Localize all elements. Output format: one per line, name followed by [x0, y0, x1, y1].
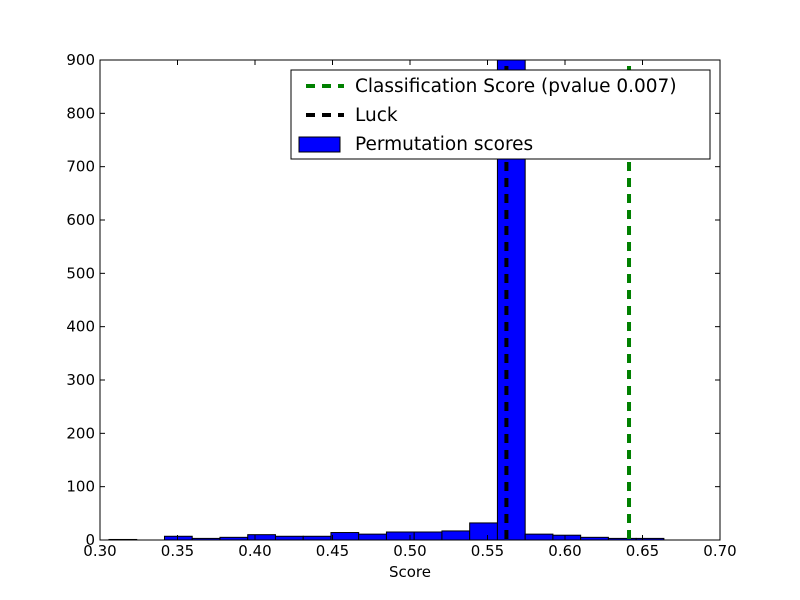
- legend-label-classification: Classification Score (pvalue 0.007): [355, 76, 677, 97]
- legend-swatch-permutation: [298, 136, 341, 153]
- histogram-bar: [330, 532, 360, 541]
- y-tick-label: 600: [66, 211, 95, 229]
- y-tick-label: 900: [66, 51, 95, 69]
- y-tick-label: 300: [66, 371, 95, 389]
- legend-box: [290, 69, 711, 160]
- histogram-bar: [524, 533, 554, 541]
- histogram-bar: [163, 535, 193, 541]
- histogram-bar: [413, 531, 443, 541]
- y-axis: 0 100 200 300 400 500 600 700 800 900: [66, 51, 720, 549]
- x-tick-label: 0.35: [161, 542, 194, 560]
- y-tick-label: 800: [66, 104, 95, 122]
- legend-label-permutation: Permutation scores: [355, 134, 533, 155]
- y-tick-label: 100: [66, 478, 95, 496]
- x-tick-label: 0.40: [238, 542, 271, 560]
- x-axis-label: Score: [389, 563, 431, 581]
- x-tick-label: 0.45: [316, 542, 349, 560]
- histogram-bar: [358, 533, 387, 541]
- x-axis: 0.30 0.35 0.40 0.45 0.50 0.55 0.60 0.65 0.70: [83, 60, 737, 560]
- x-tick-label: 0.60: [548, 542, 581, 560]
- histogram-bar: [552, 534, 582, 541]
- legend-label-luck: Luck: [355, 105, 398, 126]
- y-tick-label: 700: [66, 158, 95, 176]
- y-tick-label: 200: [66, 424, 95, 442]
- x-tick-label: 0.30: [83, 542, 116, 560]
- legend: Classification Score (pvalue 0.007) Luck…: [290, 69, 711, 160]
- x-tick-label: 0.55: [471, 542, 504, 560]
- x-tick-label: 0.70: [703, 542, 736, 560]
- histogram-bar: [469, 522, 498, 541]
- x-tick-label: 0.65: [626, 542, 659, 560]
- y-tick-label: 500: [66, 264, 95, 282]
- histogram-bar: [247, 534, 276, 541]
- histogram-bar: [302, 535, 332, 541]
- x-tick-label: 0.50: [393, 542, 426, 560]
- histogram-bar: [441, 530, 471, 541]
- y-tick-label: 400: [66, 318, 95, 336]
- y-tick-label: 0: [85, 531, 95, 549]
- histogram-bar: [274, 535, 304, 541]
